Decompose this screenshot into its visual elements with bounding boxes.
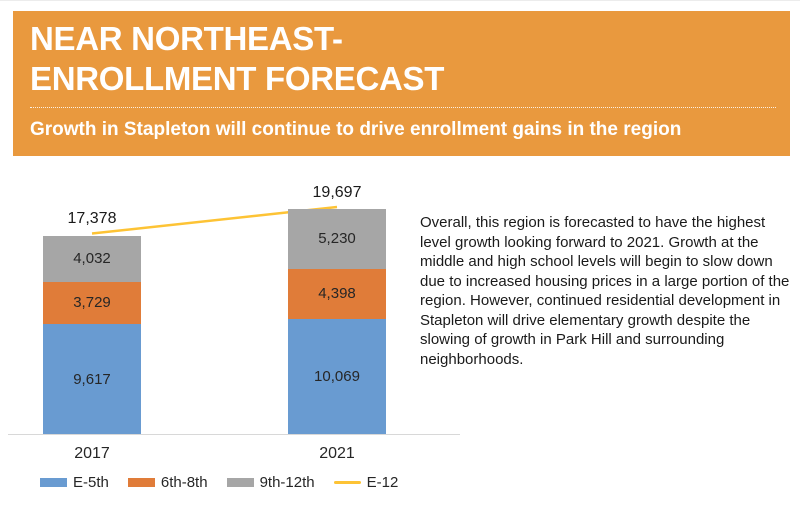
slide-title-line2: ENROLLMENT FORECAST [30,60,445,97]
bar-segment-E-5th: 10,069 [288,318,386,434]
chart-legend: E-5th 6th-8th 9th-12th E-12 [40,474,398,491]
legend-label: E-5th [73,474,109,491]
slide-header: NEAR NORTHEAST- ENROLLMENT FORECAST Growt… [13,11,790,156]
bar-segment-9th-12th: 4,032 [43,235,141,282]
total-label-2017: 17,378 [67,210,117,228]
segment-value-label: 4,398 [318,285,356,303]
header-divider [30,107,776,108]
x-axis-label-2017: 2017 [74,445,110,462]
x-axis-line [8,434,460,435]
slide-subtitle: Growth in Stapleton will continue to dri… [30,119,682,140]
segment-value-label: 4,032 [73,250,111,268]
segment-value-label: 9,617 [73,370,111,388]
legend-swatch-9th-12th [226,478,254,487]
segment-value-label: 5,230 [318,230,356,248]
enrollment-stacked-bar-chart: 9,617 3,729 4,032 17,378 10,069 4,398 5,230 19,… [0,161,466,508]
segment-value-label: 10,069 [314,367,360,385]
segment-value-label: 3,729 [73,294,111,312]
total-label-2021: 19,697 [312,184,362,201]
bar-segment-E-5th: 9,617 [43,324,141,434]
legend-label: E-12 [366,474,399,491]
legend-item-9th-12th: 9th-12th [226,474,315,491]
bar-segment-9th-12th: 5,230 [288,209,386,269]
description-text: Overall, this region is forecasted to ha… [420,214,790,368]
stacked-bar-2017: 9,617 3,729 4,032 [43,235,141,434]
bar-segment-6th-8th: 3,729 [43,281,141,325]
legend-swatch-E-5th [40,478,67,487]
description-panel: Overall, this region is forecasted to ha… [420,213,794,369]
stacked-bar-2021: 10,069 4,398 5,230 [288,209,386,434]
x-axis-label-2021: 2021 [319,445,355,462]
legend-label: 9th-12th [259,474,315,491]
legend-item-6th-8th: 6th-8th [127,474,208,491]
legend-swatch-E-12 [333,481,361,484]
legend-label: 6th-8th [160,474,208,491]
slide-title-line1: NEAR NORTHEAST- [30,20,343,57]
bar-segment-6th-8th: 4,398 [288,268,386,319]
slide-title: NEAR NORTHEAST- ENROLLMENT FORECAST [30,19,444,99]
legend-item-E-12: E-12 [333,474,399,491]
legend-item-E-5th: E-5th [40,474,109,491]
legend-swatch-6th-8th [127,478,155,487]
